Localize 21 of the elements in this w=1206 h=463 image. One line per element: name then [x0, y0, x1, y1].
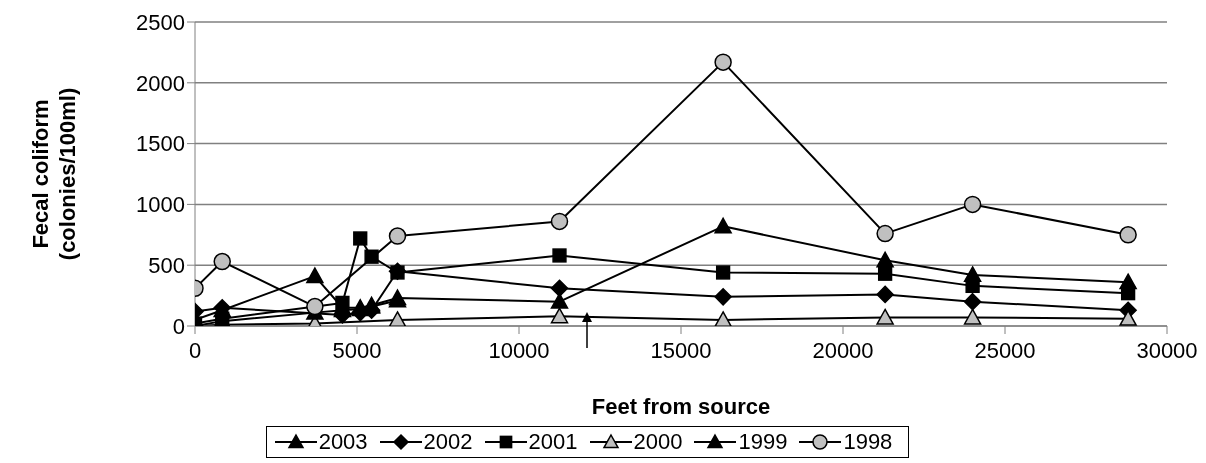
legend-label: 2001	[528, 429, 578, 455]
legend-label: 2000	[633, 429, 683, 455]
y-tick-label: 2000	[136, 70, 185, 96]
y-tick-label: 500	[148, 253, 185, 279]
legend-label: 1998	[843, 429, 893, 455]
y-tick-label: 0	[172, 313, 185, 339]
x-tick-label: 20000	[812, 337, 874, 363]
y-tick-label: 1500	[136, 131, 185, 157]
x-tick-label: 25000	[974, 337, 1036, 363]
x-axis-title: Feet from source	[591, 394, 771, 419]
y-tick-label: 1000	[136, 192, 185, 218]
legend-label: 2003	[318, 429, 368, 455]
legend-label: 1999	[738, 429, 788, 455]
x-tick-label: 30000	[1136, 337, 1198, 363]
x-tick-label: 5000	[332, 337, 382, 363]
legend-label: 2002	[423, 429, 473, 455]
y-tick-label: 2500	[136, 9, 185, 35]
y-axis-title: Fecal coliform (colonies/100ml)	[28, 87, 80, 261]
x-tick-label: 10000	[488, 337, 550, 363]
x-tick-label: 0	[188, 337, 202, 363]
x-tick-label: 15000	[650, 337, 712, 363]
